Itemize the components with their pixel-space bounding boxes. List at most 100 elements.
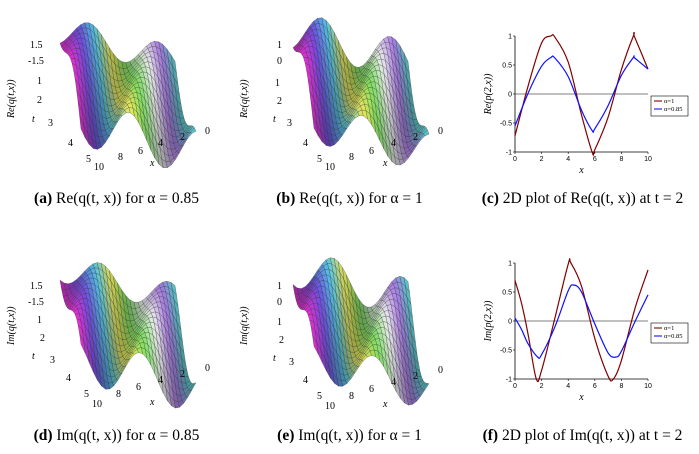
caption-text: Im(q(t, x)) for α = 1: [298, 427, 422, 444]
t-tick: 1: [275, 78, 280, 89]
surface-patch: [292, 284, 299, 295]
surface-plot-a: Re(q(t,x)) 1.5 -1.5 1 2 t 3 4 5 10 8 6 4…: [6, 22, 210, 173]
x-axis-label: x: [382, 399, 388, 410]
x-tick: 10: [92, 399, 102, 410]
surface-patch: [292, 43, 299, 51]
z-axis-label: Im(q(t,x)): [6, 306, 17, 346]
t-tick: 1: [37, 76, 42, 87]
x-tick: 8: [349, 391, 354, 402]
z-tick: 1.5: [30, 40, 43, 51]
x-tick: 2: [180, 132, 185, 143]
caption-label: (a): [34, 190, 53, 207]
figure-panel-f: 1 0.5 0 -0.5 -1 0 2 4 6 8 10 x Im(p(2,x)) α=1 α=0.85 (…: [466, 227, 699, 454]
x-tick: 6: [138, 146, 143, 157]
t-tick: 5: [84, 389, 89, 400]
x-tick-label: 2: [540, 383, 544, 390]
z-axis-label: Im(q(t,x)): [239, 306, 250, 346]
surface-plot-d: Im(q(t,x)) 1.5 -1.5 1 2 t 3 4 5 10 8 6 4…: [6, 262, 210, 410]
x-tick: 4: [391, 377, 396, 388]
surface-patch: [59, 279, 66, 291]
caption-text: Im(q(t, x)) for α = 0.85: [56, 427, 200, 444]
x-tick: 4: [158, 138, 163, 149]
t-tick: 2: [277, 96, 282, 107]
x-tick: 6: [136, 382, 141, 393]
t-tick: 4: [303, 375, 308, 386]
caption-e: (e) Im(q(t, x)) for α = 1: [233, 427, 466, 445]
t-tick: 2: [37, 95, 42, 106]
x-tick-label: 8: [619, 156, 623, 163]
legend-entry: α=0.85: [664, 333, 682, 340]
x-tick: 6: [369, 384, 374, 395]
x-tick: 2: [413, 132, 418, 143]
x-tick: 8: [118, 152, 123, 163]
legend-entry: α=1: [664, 325, 674, 332]
x-axis-label: x: [149, 397, 155, 408]
y-tick-label: 0: [508, 92, 512, 99]
x-tick-label: 0: [513, 156, 517, 163]
series-line-alpha-0-85: [514, 284, 649, 359]
t-tick: 3: [289, 357, 294, 368]
caption-text: 2D plot of Im(q(t, x)) at t = 2: [501, 427, 683, 444]
x-tick: 10: [94, 162, 104, 173]
t-tick: 1: [277, 317, 282, 328]
x-tick: 8: [349, 152, 354, 163]
z-tick: 0: [277, 56, 282, 67]
z-tick: 0: [277, 297, 282, 308]
t-tick: 3: [287, 118, 292, 129]
t-tick: 3: [50, 355, 55, 366]
z-axis-label: Re(q(t,x)): [239, 79, 250, 119]
surface-plot-b: Re(q(t,x)) 1 0 1 2 t 3 4 5 10 8 6 4 2 0 …: [239, 17, 443, 173]
x-axis-label: x: [382, 158, 388, 169]
x-tick-label: 6: [593, 383, 597, 390]
figure-panel-e: Im(q(t,x)) 1 0 1 2 t 3 4 5 10 8 6 4 2 0 …: [233, 227, 466, 454]
figure-panel-c: 1 0.5 0 -0.5 -1 0 2 4 6 8 10 x Re(p(2,x)) α=1 α=0.85 (…: [466, 0, 699, 227]
t-tick: 4: [68, 138, 73, 149]
x-tick: 2: [413, 371, 418, 382]
t-tick: 5: [317, 154, 322, 165]
y-tick-label: 1: [508, 261, 512, 268]
x-tick-label: 10: [644, 156, 652, 163]
caption-text: Re(q(t, x)) for α = 1: [299, 190, 423, 207]
caption-label: (b): [276, 190, 296, 207]
x-tick-label: 2: [540, 156, 544, 163]
x-tick-label: 10: [644, 383, 652, 390]
t-tick: 5: [317, 391, 322, 402]
legend-entry: α=1: [664, 98, 674, 105]
t-axis-label: t: [273, 353, 276, 364]
x-tick: 0: [438, 126, 443, 137]
caption-label: (e): [277, 427, 295, 444]
y-tick-label: -1: [506, 150, 512, 157]
caption-b: (b) Re(q(t, x)) for α = 1: [233, 190, 466, 208]
y-tick-label: 0.5: [502, 63, 512, 70]
x-tick-label: 0: [513, 383, 517, 390]
series-line-alpha-1: [514, 31, 649, 156]
caption-label: (d): [33, 427, 53, 444]
x-tick: 4: [158, 375, 163, 386]
figure-panel-a: Re(q(t,x)) 1.5 -1.5 1 2 t 3 4 5 10 8 6 4…: [0, 0, 233, 227]
t-tick: 2: [40, 333, 45, 344]
t-tick: 4: [303, 138, 308, 149]
legend-entry: α=0.85: [664, 106, 682, 113]
z-tick: -1.5: [28, 56, 44, 67]
series-line-alpha-1: [514, 258, 649, 383]
caption-a: (a) Re(q(t, x)) for α = 0.85: [0, 190, 233, 208]
z-tick: -1.5: [28, 297, 44, 308]
y-tick-label: -0.5: [500, 348, 512, 355]
y-tick-label: 0: [508, 319, 512, 326]
surface-plot-e: Im(q(t,x)) 1 0 1 2 t 3 4 5 10 8 6 4 2 0 …: [239, 257, 443, 412]
x-tick: 0: [205, 126, 210, 137]
x-tick-label: 4: [566, 383, 570, 390]
t-tick: 1: [37, 315, 42, 326]
surface-patch: [59, 40, 66, 48]
t-tick: 4: [66, 373, 71, 384]
figure-panel-b: Re(q(t,x)) 1 0 1 2 t 3 4 5 10 8 6 4 2 0 …: [233, 0, 466, 227]
figure-panel-d: Im(q(t,x)) 1.5 -1.5 1 2 t 3 4 5 10 8 6 4…: [0, 227, 233, 454]
caption-label: (c): [481, 190, 499, 207]
x-tick-label: 6: [593, 156, 597, 163]
y-axis-label: Re(p(2,x)): [483, 73, 494, 115]
x-tick: 10: [325, 401, 335, 412]
x-tick: 0: [205, 363, 210, 374]
y-tick-label: 1: [508, 34, 512, 41]
x-tick: 4: [391, 138, 396, 149]
